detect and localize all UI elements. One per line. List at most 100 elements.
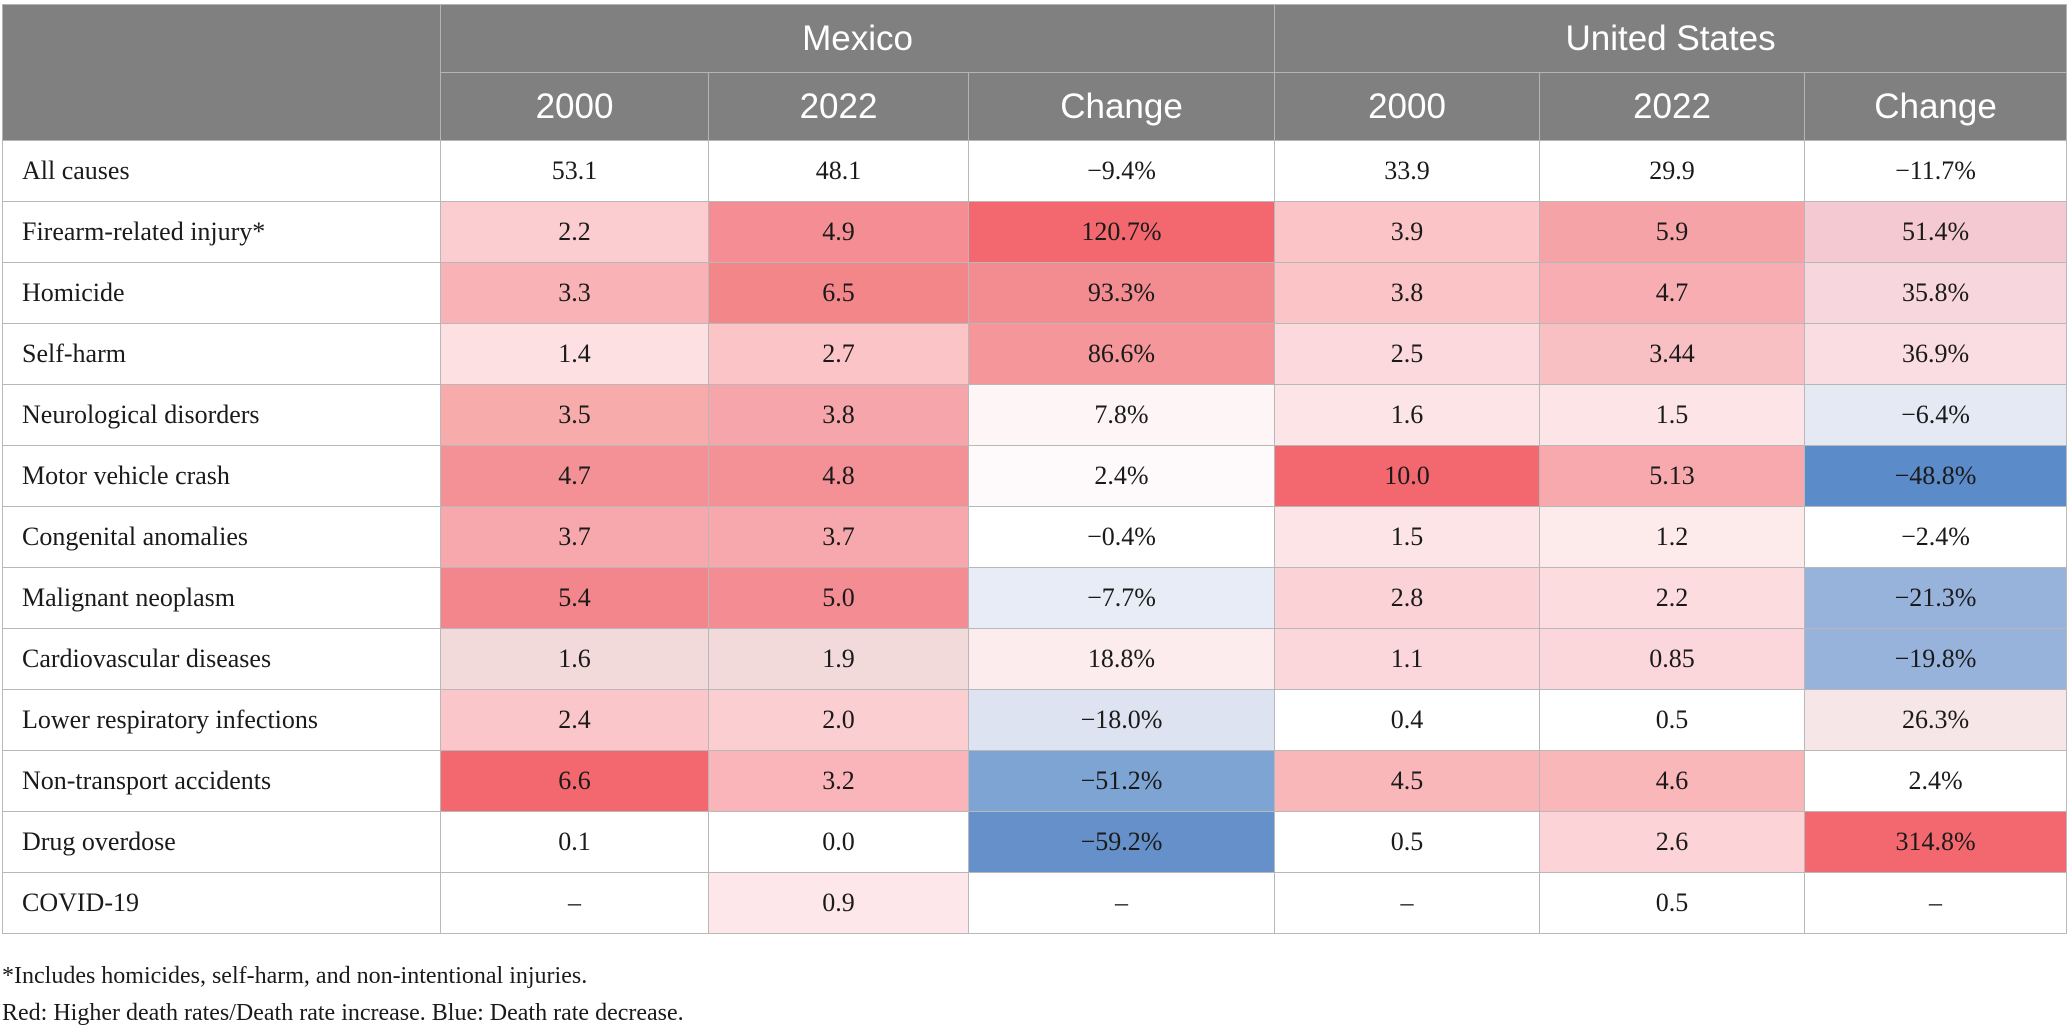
- country-header-row: Mexico United States: [2, 4, 2068, 141]
- cell-mexico-2000: 3.5: [440, 384, 709, 446]
- header-us-2000: 2000: [1274, 72, 1541, 141]
- cell-us-2000: 10.0: [1274, 445, 1541, 507]
- death-rates-table: Mexico United States 2000 2022 Change 20…: [2, 4, 2068, 934]
- color-legend-note: Red: Higher death rates/Death rate incre…: [2, 1000, 684, 1026]
- cell-us-2000: 2.5: [1274, 323, 1541, 385]
- cell-us-change: 36.9%: [1804, 323, 2068, 385]
- cell-us-2022: 0.5: [1539, 872, 1806, 934]
- row-label: Drug overdose: [2, 811, 441, 873]
- cell-mexico-2022: 2.7: [708, 323, 969, 385]
- cell-us-2000: –: [1274, 872, 1541, 934]
- table-row: Congenital anomalies 3.7 3.7 −0.4% 1.5 1.2 −2.…: [2, 506, 2068, 568]
- cell-mexico-change: 86.6%: [967, 323, 1276, 385]
- table-row: COVID-19–0.9– –0.5–: [2, 872, 2068, 934]
- cell-mexico-change: −59.2%: [967, 811, 1276, 873]
- cell-us-change: −19.8%: [1804, 628, 2068, 690]
- cell-us-2022: 4.6: [1539, 750, 1806, 812]
- cell-mexico-2022: 0.9: [708, 872, 969, 934]
- cell-us-2022: 3.44: [1539, 323, 1806, 385]
- cell-mexico-2000: 5.4: [440, 567, 709, 629]
- cell-mexico-change: 120.7%: [967, 201, 1276, 263]
- cell-us-2022: 5.13: [1539, 445, 1806, 507]
- cell-us-2000: 3.8: [1274, 262, 1541, 324]
- header-corner: [2, 4, 441, 141]
- cell-mexico-2022: 1.9: [708, 628, 969, 690]
- table-row: Cardiovascular diseases 1.6 1.9 18.8% 1.1 0.8…: [2, 628, 2068, 690]
- cell-us-change: −11.7%: [1804, 140, 2068, 202]
- cell-mexico-2022: 0.0: [708, 811, 969, 873]
- row-label: Firearm-related injury*: [2, 201, 441, 263]
- row-label: COVID-19: [2, 872, 441, 934]
- row-label: Self-harm: [2, 323, 441, 385]
- cell-mexico-2000: 4.7: [440, 445, 709, 507]
- table-row: Motor vehicle crash 4.7 4.8 2.4% 10.0 5.13 −48…: [2, 445, 2068, 507]
- cell-mexico-2000: 6.6: [440, 750, 709, 812]
- row-label: Non-transport accidents: [2, 750, 441, 812]
- cell-mexico-change: −0.4%: [967, 506, 1276, 568]
- year-header-row: 2000 2022 Change 2000 2022 Change: [3, 72, 2068, 141]
- cell-mexico-2022: 5.0: [708, 567, 969, 629]
- cell-us-2022: 29.9: [1539, 140, 1806, 202]
- cell-us-2000: 1.1: [1274, 628, 1541, 690]
- header-mexico-2022: 2022: [708, 72, 969, 141]
- cell-us-2022: 2.2: [1539, 567, 1806, 629]
- row-label: All causes: [2, 140, 441, 202]
- cell-mexico-2022: 48.1: [708, 140, 969, 202]
- row-label: Malignant neoplasm: [2, 567, 441, 629]
- table-row: Lower respiratory infections 2.4 2.0 −18.0%…: [2, 689, 2068, 751]
- table-container: Mexico United States 2000 2022 Change 20…: [2, 4, 2068, 934]
- header-mexico-change: Change: [967, 72, 1276, 141]
- cell-mexico-change: 93.3%: [967, 262, 1276, 324]
- table-row: Homicide 3.3 6.5 93.3% 3.8 4.7 35.8%: [2, 262, 2068, 324]
- cell-mexico-2022: 4.9: [708, 201, 969, 263]
- footnote: *Includes homicides, self-harm, and non-…: [2, 963, 588, 989]
- cell-mexico-change: 18.8%: [967, 628, 1276, 690]
- cell-us-2000: 0.5: [1274, 811, 1541, 873]
- header-mexico-2000: 2000: [440, 72, 709, 141]
- cell-us-change: –: [1804, 872, 2068, 934]
- cell-mexico-2022: 3.8: [708, 384, 969, 446]
- cell-us-2000: 2.8: [1274, 567, 1541, 629]
- header-us-2022: 2022: [1539, 72, 1806, 141]
- table-row: All causes 53.1 48.1 −9.4% 33.9 29.9 −11.7%: [2, 140, 2068, 202]
- cell-us-2000: 3.9: [1274, 201, 1541, 263]
- cell-mexico-2000: 3.7: [440, 506, 709, 568]
- table-row: Firearm-related injury* 2.2 4.9 120.7% 3.9 5.…: [2, 201, 2068, 263]
- cell-mexico-2000: 0.1: [440, 811, 709, 873]
- cell-mexico-2000: –: [440, 872, 709, 934]
- row-label: Lower respiratory infections: [2, 689, 441, 751]
- table-body: All causes 53.1 48.1 −9.4% 33.9 29.9 −11.7% Fir…: [2, 140, 2068, 934]
- row-label: Neurological disorders: [2, 384, 441, 446]
- row-label: Motor vehicle crash: [2, 445, 441, 507]
- cell-mexico-2022: 3.2: [708, 750, 969, 812]
- table-row: Drug overdose 0.1 0.0 −59.2% 0.5 2.6 314.8%: [2, 811, 2068, 873]
- cell-us-2000: 4.5: [1274, 750, 1541, 812]
- cell-mexico-change: 2.4%: [967, 445, 1276, 507]
- cell-us-2022: 5.9: [1539, 201, 1806, 263]
- cell-us-2000: 1.5: [1274, 506, 1541, 568]
- header-us-change: Change: [1804, 72, 2068, 141]
- cell-us-change: −6.4%: [1804, 384, 2068, 446]
- table-row: Non-transport accidents 6.6 3.2 −51.2% 4.5 4.…: [2, 750, 2068, 812]
- cell-mexico-2000: 1.4: [440, 323, 709, 385]
- cell-mexico-2022: 2.0: [708, 689, 969, 751]
- cell-us-2022: 0.85: [1539, 628, 1806, 690]
- table-row: Self-harm 1.4 2.7 86.6% 2.5 3.44 36.9%: [2, 323, 2068, 385]
- cell-us-2022: 4.7: [1539, 262, 1806, 324]
- cell-us-change: −48.8%: [1804, 445, 2068, 507]
- cell-us-change: 35.8%: [1804, 262, 2068, 324]
- cell-us-2000: 0.4: [1274, 689, 1541, 751]
- cell-us-change: 2.4%: [1804, 750, 2068, 812]
- cell-mexico-change: –: [967, 872, 1276, 934]
- cell-us-change: 26.3%: [1804, 689, 2068, 751]
- header-country-mexico: Mexico: [439, 4, 1276, 73]
- table-notes: *Includes homicides, self-harm, and non-…: [2, 958, 684, 1032]
- header-country-united-states: United States: [1274, 4, 2068, 73]
- cell-us-change: −2.4%: [1804, 506, 2068, 568]
- cell-us-2022: 2.6: [1539, 811, 1806, 873]
- cell-mexico-change: −7.7%: [967, 567, 1276, 629]
- cell-mexico-2000: 2.4: [440, 689, 709, 751]
- cell-us-2000: 33.9: [1274, 140, 1541, 202]
- cell-mexico-change: 7.8%: [967, 384, 1276, 446]
- cell-mexico-2000: 3.3: [440, 262, 709, 324]
